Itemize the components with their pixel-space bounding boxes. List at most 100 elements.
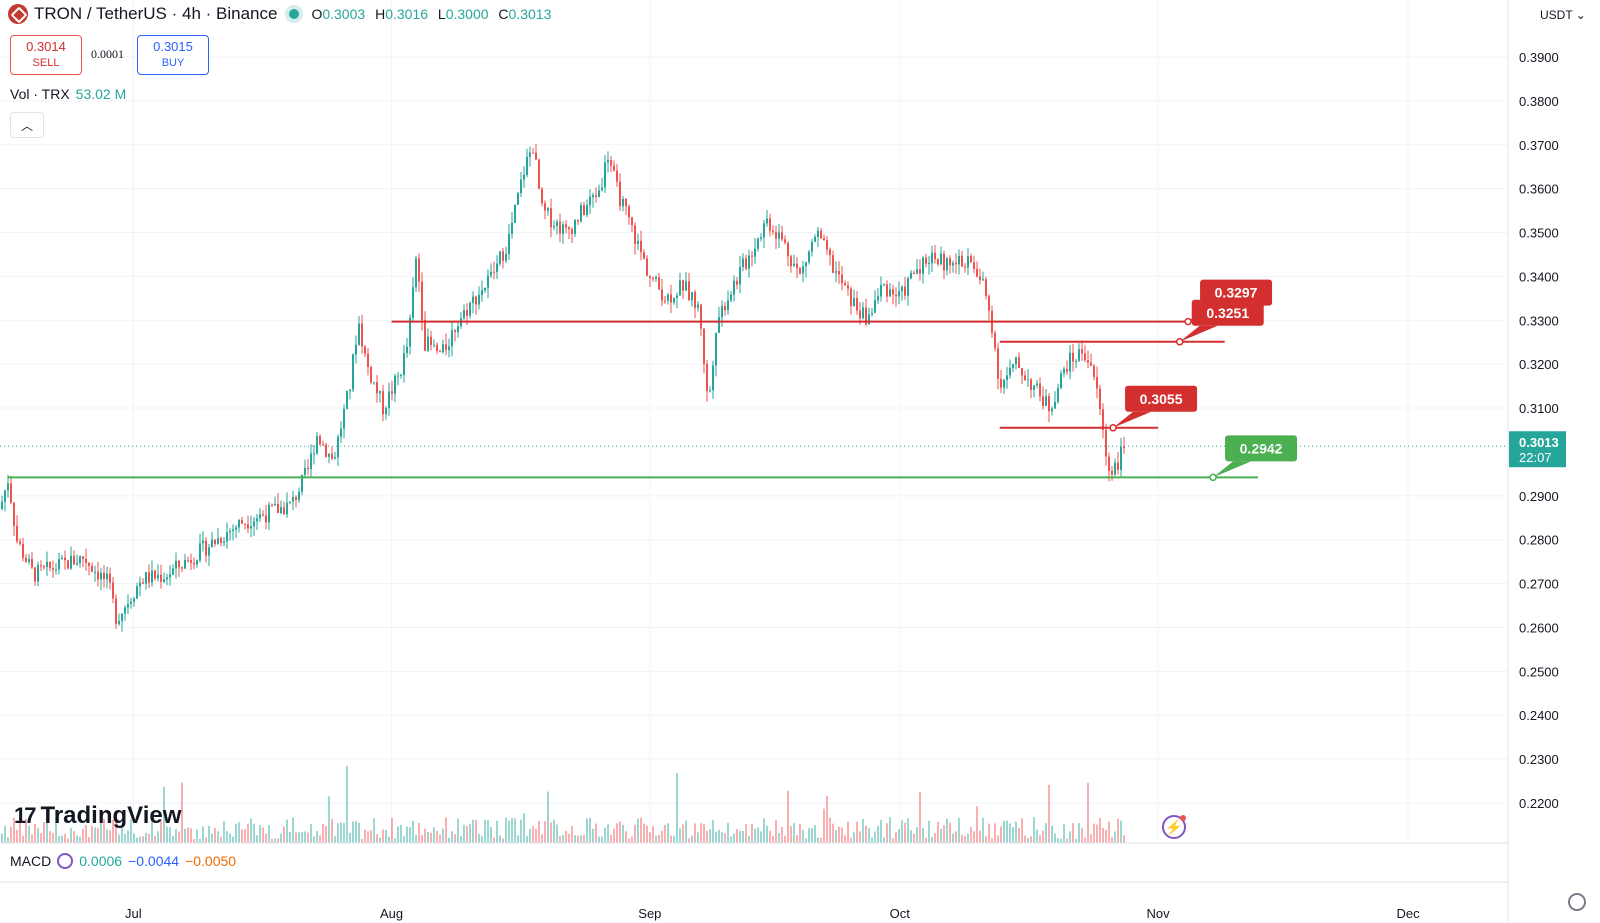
candles	[1, 143, 1125, 632]
macd-value-3: −0.0050	[185, 853, 237, 869]
candle-body	[346, 390, 348, 409]
refresh-icon[interactable]	[57, 853, 74, 869]
volume-bar	[97, 828, 99, 843]
volume-bar	[460, 835, 462, 843]
candle-body	[760, 237, 762, 239]
candle-body	[355, 344, 357, 355]
volume-bar	[394, 838, 396, 843]
sell-button[interactable]: 0.3014 SELL	[10, 35, 82, 75]
volume-bar	[226, 831, 228, 843]
candle-body	[589, 196, 591, 206]
candle-body	[586, 205, 588, 215]
candle-body	[1054, 401, 1056, 409]
volume-bar	[403, 836, 405, 843]
volume-bar	[55, 809, 57, 843]
candle-body	[223, 541, 225, 543]
volume-bar	[721, 832, 723, 843]
volume-bar	[256, 835, 258, 843]
candle-body	[937, 259, 939, 265]
candle-body	[940, 253, 942, 265]
volume-bar	[520, 819, 522, 843]
candle-body	[931, 252, 933, 264]
macd-legend[interactable]: MACD 0.0006 −0.0044 −0.0050	[10, 853, 236, 869]
candle-body	[370, 366, 372, 383]
volume-bar	[172, 835, 174, 843]
candle-body	[568, 227, 570, 230]
candle-body	[691, 291, 693, 301]
volume-bar	[868, 828, 870, 843]
volume-bar	[484, 819, 486, 843]
candle-body	[718, 317, 720, 333]
volume-bar	[1051, 825, 1053, 843]
volume-bar	[319, 835, 321, 843]
candle-body	[490, 271, 492, 276]
candle-body	[553, 226, 555, 228]
buy-button[interactable]: 0.3015 BUY	[137, 35, 209, 75]
candle-body	[1060, 373, 1062, 388]
candle-body	[529, 152, 531, 157]
volume-bar	[1057, 838, 1059, 843]
candle-body	[163, 579, 165, 582]
candle-body	[622, 198, 624, 207]
volume-bar	[763, 818, 765, 843]
volume-bar	[64, 833, 66, 843]
volume-bar	[199, 838, 201, 843]
candle-body	[499, 251, 501, 264]
volume-bar	[967, 833, 969, 843]
symbol-header[interactable]: TRON / TetherUS · 4h · Binance O0.3003 H…	[8, 4, 557, 24]
horizontal-levels[interactable]: 0.3297 0.3251 0.3055 0.2942	[8, 279, 1298, 482]
candle-body	[1036, 383, 1038, 386]
settings-gear-icon[interactable]	[1568, 893, 1586, 911]
macd-label: MACD	[10, 853, 52, 869]
candle-body	[751, 255, 753, 257]
volume-legend[interactable]: Vol · TRX 53.02 M	[10, 86, 126, 102]
currency-selector[interactable]: USDT ⌄	[1540, 8, 1586, 22]
candle-body	[1081, 349, 1083, 354]
candle-body	[799, 268, 801, 274]
symbol-title[interactable]: TRON / TetherUS · 4h · Binance	[34, 4, 278, 23]
volume-bar	[271, 838, 273, 843]
candle-body	[274, 503, 276, 506]
volume-bar	[787, 790, 789, 843]
candle-body	[682, 280, 684, 291]
candle-body	[754, 248, 756, 257]
candle-body	[919, 269, 921, 274]
candle-body	[613, 165, 615, 171]
candle-body	[232, 529, 234, 531]
volume-bar	[751, 823, 753, 843]
volume-bar	[382, 829, 384, 843]
volume-bar	[61, 835, 63, 843]
tradingview-logo[interactable]: 17 TradingView	[14, 802, 181, 830]
candle-body	[742, 258, 744, 267]
candle-body	[100, 572, 102, 580]
volume-bar	[946, 818, 948, 843]
candle-body	[37, 565, 39, 582]
candle-body	[154, 570, 156, 579]
candle-body	[952, 262, 954, 266]
volume-bar	[10, 826, 12, 843]
candle-body	[790, 256, 792, 267]
candle-body	[763, 223, 765, 238]
volume-bar	[550, 822, 552, 843]
volume-bar	[1102, 828, 1104, 843]
volume-bar	[268, 825, 270, 843]
volume-bar	[934, 833, 936, 843]
volume-bar	[622, 824, 624, 843]
candle-body	[910, 272, 912, 279]
volume-bar	[943, 825, 945, 843]
collapse-legend-button[interactable]: ︿	[10, 112, 44, 138]
candle-body	[238, 519, 240, 528]
candle-body	[964, 266, 966, 268]
candle-body	[451, 330, 453, 347]
candle-body	[508, 233, 510, 254]
candle-body	[802, 266, 804, 274]
candle-body	[367, 353, 369, 367]
volume-bar	[904, 822, 906, 843]
candle-body	[172, 568, 174, 575]
lightning-icon[interactable]: ⚡	[1162, 815, 1186, 839]
volume-bar	[619, 821, 621, 843]
volume-bar	[1072, 823, 1074, 843]
candle-body	[205, 540, 207, 556]
candle-body	[778, 232, 780, 239]
